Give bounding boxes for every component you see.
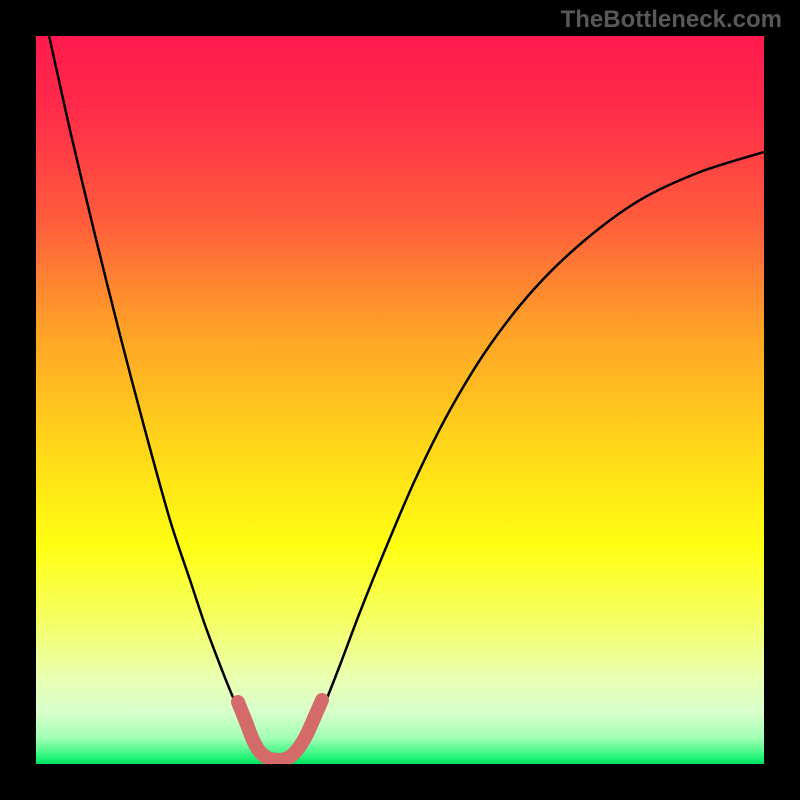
curve-layer	[36, 36, 764, 764]
watermark-text: TheBottleneck.com	[561, 6, 782, 34]
optimal-range-marker	[238, 700, 322, 760]
bottleneck-curve	[36, 36, 764, 761]
chart-frame: TheBottleneck.com	[0, 0, 800, 800]
plot-area	[36, 36, 764, 764]
